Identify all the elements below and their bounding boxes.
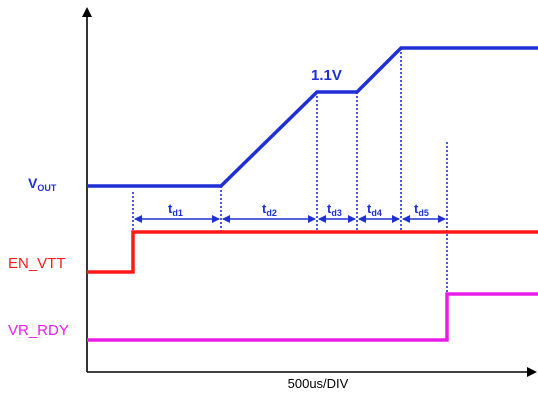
time-scale-label: 500us/DIV [288, 376, 349, 391]
vout-waveform [87, 46, 538, 188]
vr-rdy-waveform [87, 292, 538, 342]
vr-rdy-label: VR_RDY [8, 322, 69, 339]
plateau-voltage-label: 1.1V [311, 67, 342, 84]
en-vtt-waveform [87, 230, 538, 274]
vout-label: VOUT [28, 175, 57, 193]
delay-label-td4: td4 [367, 201, 382, 218]
delay-label-td5: td5 [414, 201, 429, 218]
delay-label-td1: td1 [168, 201, 183, 218]
delay-label-td2: td2 [262, 201, 277, 218]
delay-label-td3: td3 [327, 201, 342, 218]
delay-marker-lines [132, 48, 448, 318]
en-vtt-label: EN_VTT [8, 255, 66, 272]
